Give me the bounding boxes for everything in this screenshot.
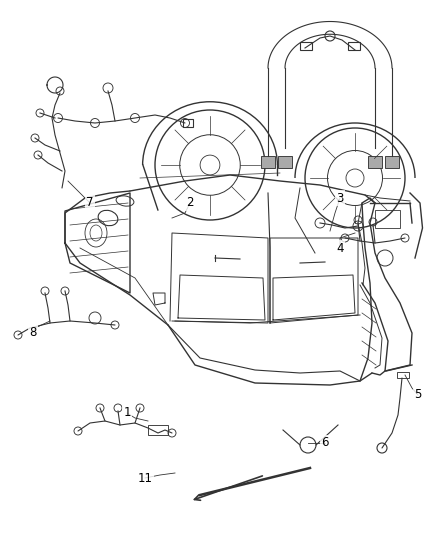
Bar <box>375 210 400 228</box>
Bar <box>368 156 382 168</box>
Bar <box>397 372 409 378</box>
Text: 8: 8 <box>29 327 37 340</box>
Text: 6: 6 <box>321 437 329 449</box>
Text: 3: 3 <box>336 191 344 205</box>
Text: 4: 4 <box>336 241 344 254</box>
Text: 11: 11 <box>138 472 152 484</box>
Bar <box>385 156 399 168</box>
Bar <box>300 42 312 50</box>
Text: 2: 2 <box>186 197 194 209</box>
Text: 5: 5 <box>414 389 422 401</box>
Text: 7: 7 <box>86 197 94 209</box>
Bar <box>148 425 168 435</box>
Text: 1: 1 <box>123 407 131 419</box>
Bar <box>183 119 193 127</box>
Bar <box>278 156 292 168</box>
Bar <box>261 156 275 168</box>
Bar <box>348 42 360 50</box>
